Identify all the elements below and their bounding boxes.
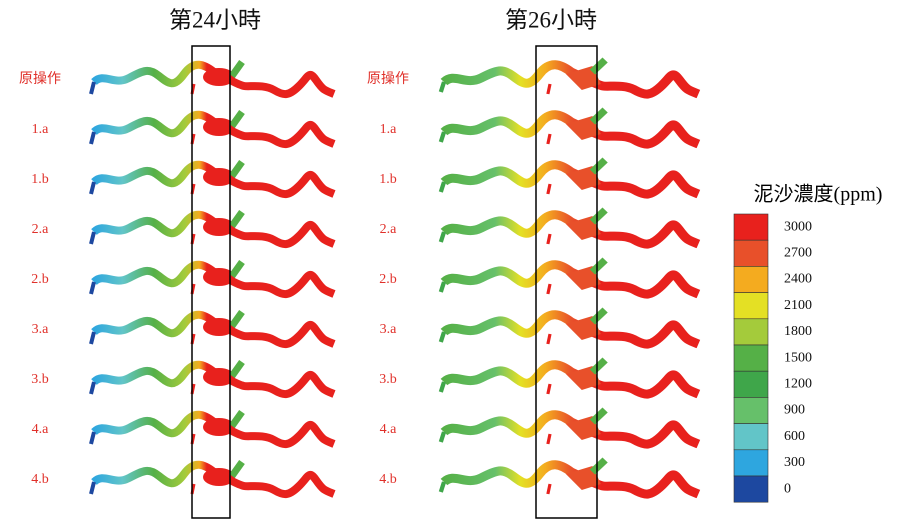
row-label: 3.a — [380, 322, 398, 337]
color-swatch — [733, 239, 769, 267]
legend-tick: 2700 — [784, 246, 812, 261]
legend-tick: 600 — [784, 429, 805, 444]
river-map — [91, 112, 334, 144]
color-swatch — [733, 266, 769, 293]
legend-tick: 900 — [784, 403, 805, 418]
color-swatch — [733, 344, 769, 372]
river-map — [441, 160, 699, 194]
row-label: 2.a — [32, 222, 50, 237]
row-label: 3.b — [379, 372, 397, 387]
river-map — [91, 462, 334, 494]
legend-tick: 1200 — [784, 377, 812, 392]
legend-tick: 300 — [784, 455, 805, 470]
legend-tick: 1800 — [784, 324, 812, 339]
row-label: 1.b — [379, 172, 397, 187]
color-swatch — [733, 397, 769, 424]
river-map — [91, 412, 334, 444]
row-label: 原操作 — [19, 71, 61, 87]
panel-title: 第26小時 — [505, 7, 597, 32]
legend-tick: 1500 — [784, 350, 812, 365]
row-label: 4.a — [380, 422, 398, 437]
row-label: 2.b — [31, 272, 49, 287]
row-label: 3.a — [32, 322, 50, 337]
legend-tick: 0 — [784, 481, 791, 496]
row-label: 原操作 — [367, 71, 409, 87]
row-label: 2.b — [379, 272, 397, 287]
river-map — [441, 210, 699, 244]
legend-tick: 2400 — [784, 272, 812, 287]
legend-tick: 3000 — [784, 219, 812, 234]
row-label: 1.a — [32, 122, 50, 137]
row-label: 1.a — [380, 122, 398, 137]
rows: 原操作 原操作 1.a 1.a 1.b 1.b 2.a 2.a 2.b 2.b 3.a 3.a 3.b 3… — [19, 60, 698, 494]
row-label: 3.b — [31, 372, 49, 387]
row-label: 4.b — [379, 472, 397, 487]
river-map — [441, 110, 699, 144]
panel-title: 第24小時 — [169, 7, 261, 32]
river-map — [441, 260, 699, 294]
river-map — [441, 360, 699, 394]
river-map — [441, 460, 699, 494]
row-label: 2.a — [380, 222, 398, 237]
river-map — [91, 262, 334, 294]
river-map — [91, 162, 334, 194]
color-swatch — [733, 318, 769, 346]
river-map — [91, 62, 334, 94]
river-map — [91, 362, 334, 394]
river-map — [441, 410, 699, 444]
color-swatch — [733, 423, 769, 451]
color-swatch — [733, 292, 769, 320]
river-map — [91, 212, 334, 244]
color-swatch — [733, 213, 769, 241]
color-swatch — [733, 449, 769, 477]
river-map — [441, 60, 699, 94]
legend-tick: 2100 — [784, 298, 812, 313]
row-label: 4.b — [31, 472, 49, 487]
color-swatch — [733, 475, 769, 503]
highlight-box — [191, 45, 231, 519]
river-map — [441, 310, 699, 344]
legend-title: 泥沙濃度(ppm) — [754, 183, 883, 206]
highlight-box — [535, 45, 598, 519]
river-map — [91, 312, 334, 344]
row-label: 4.a — [32, 422, 50, 437]
color-swatch — [733, 370, 769, 398]
row-label: 1.b — [31, 172, 49, 187]
